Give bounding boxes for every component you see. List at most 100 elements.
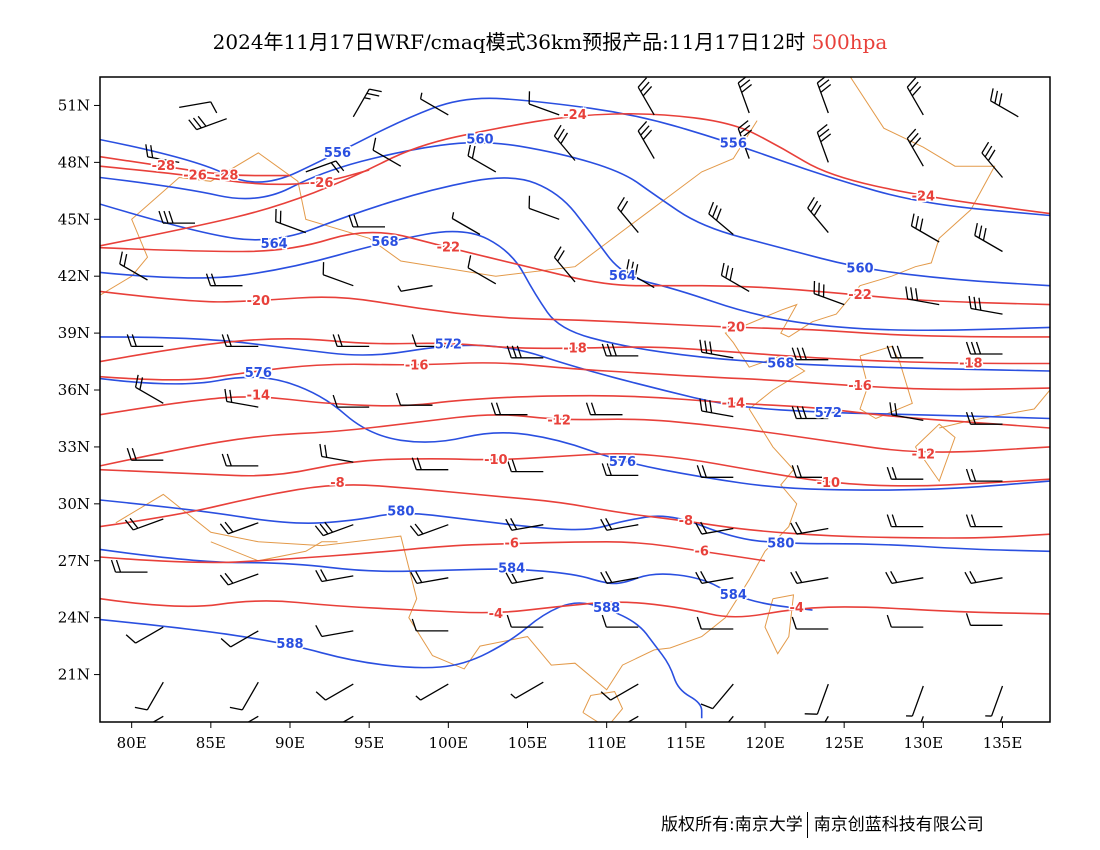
wind-barb <box>188 115 227 131</box>
wind-barb <box>126 447 164 461</box>
border-line <box>939 389 1050 429</box>
wind-barb <box>989 88 1019 118</box>
wind-barb <box>506 614 544 628</box>
temperature-contour-line <box>100 362 1050 391</box>
wind-barb <box>974 222 1003 253</box>
wind-barb <box>965 468 1003 482</box>
y-tick-label: 48N <box>58 153 90 171</box>
temperature-contour-label: -18 <box>959 356 983 371</box>
temperature-contour-label: -20 <box>247 294 271 309</box>
footer-owner: 版权所有:南京大学 <box>661 815 803 835</box>
wind-barb <box>451 212 481 236</box>
wind-barb <box>811 715 829 722</box>
wind-barb <box>134 374 164 404</box>
wind-barb <box>372 137 402 167</box>
wind-barb <box>221 334 259 348</box>
wind-barb <box>708 201 734 235</box>
wind-barb <box>965 514 1003 528</box>
wind-barb <box>315 683 354 701</box>
wind-barb <box>410 571 449 584</box>
wind-barb <box>110 559 148 573</box>
wind-barb <box>885 571 924 584</box>
map-title: 2024年11月17日WRF/cmaq模式36km预报产品:11月17日12时 … <box>0 26 1100 55</box>
wind-barb <box>219 521 259 535</box>
height-contour-label: 564 <box>609 269 636 284</box>
wind-barb <box>332 394 370 408</box>
wind-barb <box>906 128 924 167</box>
wind-barb <box>699 339 734 359</box>
temperature-contour-label: -22 <box>437 241 461 256</box>
border-line <box>115 77 996 691</box>
height-contour-label: 572 <box>815 406 842 421</box>
height-contour-label: 576 <box>609 455 636 470</box>
x-tick-label: 135E <box>983 734 1023 752</box>
y-tick-label: 30N <box>58 495 90 513</box>
wind-barb <box>600 571 639 584</box>
wind-barb <box>600 517 639 531</box>
wind-barb <box>467 143 497 173</box>
height-contour-label: 572 <box>435 337 462 352</box>
wind-barb <box>617 196 639 234</box>
wind-barb <box>699 398 734 418</box>
wind-barb <box>220 630 259 648</box>
temperature-contour-label: -8 <box>330 476 344 491</box>
height-contour-line <box>100 97 1050 217</box>
wind-barb <box>119 251 148 281</box>
wind-barb <box>791 465 829 478</box>
wind-barb <box>528 195 560 220</box>
wind-barb <box>411 618 449 632</box>
wind-barb <box>553 246 576 283</box>
y-tick-label: 36N <box>58 381 90 399</box>
wind-barb <box>505 517 544 531</box>
wind-barb <box>985 685 1004 717</box>
wind-barb <box>905 286 940 306</box>
temperature-contour-label: -16 <box>405 358 429 373</box>
wind-barb <box>506 459 544 473</box>
wind-barb <box>467 255 497 285</box>
wind-barb-layer <box>110 77 1019 722</box>
wind-barb <box>807 196 829 234</box>
height-contour-line <box>100 376 1050 491</box>
temperature-contour-line <box>100 452 1050 487</box>
x-tick-label: 95E <box>354 734 384 752</box>
wind-barb <box>804 683 829 715</box>
y-tick-label: 45N <box>58 210 90 228</box>
wind-barb <box>409 523 449 537</box>
wind-barb <box>791 347 829 361</box>
temperature-contour-label: -4 <box>489 607 503 622</box>
height-contour-label: 568 <box>371 235 398 250</box>
temperature-contour-label: -12 <box>912 448 936 463</box>
x-tick-label: 80E <box>117 734 147 752</box>
wind-barb <box>720 262 750 292</box>
height-contour-label: 556 <box>720 136 747 151</box>
x-tick-label: 110E <box>587 734 627 752</box>
wind-barb <box>737 77 752 114</box>
temperature-contour-label: -10 <box>817 476 841 491</box>
temperature-contour-line <box>100 165 370 186</box>
wind-barb <box>910 213 940 243</box>
height-contour-line <box>100 230 1050 372</box>
temperature-contour-line <box>100 597 1050 618</box>
wind-barb <box>411 334 449 348</box>
wind-barb <box>791 406 829 420</box>
wind-barb <box>906 77 924 116</box>
temperature-contour-label: -20 <box>722 320 746 335</box>
footer-company: 南京创蓝科技有限公司 <box>813 815 984 835</box>
wind-barb <box>315 625 354 638</box>
temperature-contour-label: -14 <box>247 389 271 404</box>
axis-layer: 80E 85E 90E 95E 100E 105E 110E 115E 120E 125E 130E… <box>58 96 1023 752</box>
wind-barb <box>610 715 639 722</box>
wind-barb <box>637 120 655 159</box>
wind-barb <box>981 141 1003 178</box>
wind-barb <box>134 681 164 711</box>
wind-barb <box>737 120 752 159</box>
wind-barb <box>415 683 449 701</box>
height-contour-label: 584 <box>498 561 525 576</box>
wind-barb <box>600 683 639 701</box>
height-contour-label: 556 <box>324 146 351 161</box>
x-tick-label: 85E <box>196 734 226 752</box>
x-tick-label: 90E <box>275 734 305 752</box>
x-tick-label: 125E <box>824 734 864 752</box>
border-line <box>100 120 758 296</box>
wind-barb <box>352 88 382 118</box>
